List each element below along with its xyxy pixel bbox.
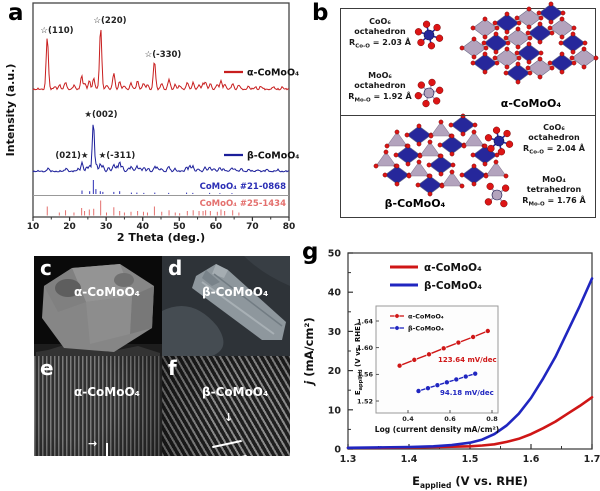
panel-f-title: β-CoMoO₄ xyxy=(202,385,269,399)
svg-text:☆(-330): ☆(-330) xyxy=(145,50,182,60)
left-arrow-icon: → xyxy=(88,437,98,450)
svg-text:10: 10 xyxy=(27,222,40,232)
lattice-fringe-mark xyxy=(217,454,247,456)
alpha-phase-label: α-CoMoO₄ xyxy=(500,97,562,110)
moo6-octahedron-caption-alpha: MoO₆ octahedron RMo-O = 1.92 Å xyxy=(348,71,412,104)
svg-text:☆(110): ☆(110) xyxy=(40,26,73,36)
svg-text:50: 50 xyxy=(328,249,342,260)
sem-beta-art xyxy=(162,256,290,356)
svg-text:1.60: 1.60 xyxy=(357,344,374,352)
coo6-octahedron-caption-alpha: CoO₆ octahedron RCo-O = 2.03 Å xyxy=(349,17,411,50)
svg-text:70: 70 xyxy=(246,222,259,232)
panel-c-label: c xyxy=(40,256,52,280)
svg-text:0.4: 0.4 xyxy=(402,415,414,423)
svg-text:★(002): ★(002) xyxy=(84,110,117,120)
svg-text:☆(220): ☆(220) xyxy=(93,16,126,26)
crystal-structure-panel: CoO₆ octahedron RCo-O = 2.03 Å MoO₆ octa… xyxy=(340,1,599,218)
svg-text:1.3: 1.3 xyxy=(340,454,357,465)
svg-text:20: 20 xyxy=(63,222,76,232)
panel-b-divider xyxy=(341,115,595,116)
svg-text:10: 10 xyxy=(328,405,342,416)
svg-text:2 Theta (deg.): 2 Theta (deg.) xyxy=(117,231,205,244)
svg-text:β-CoMoO₄: β-CoMoO₄ xyxy=(408,325,444,333)
svg-text:Eapplied (V vs. RHE): Eapplied (V vs. RHE) xyxy=(412,474,528,490)
svg-text:α-CoMoO₄: α-CoMoO₄ xyxy=(424,262,482,274)
svg-text:Intensity (a.u.): Intensity (a.u.) xyxy=(4,64,17,157)
svg-text:1.64: 1.64 xyxy=(357,317,374,325)
svg-text:60: 60 xyxy=(210,222,223,232)
lsv-chart: 1.3 1.4 1.5 1.6 1.7 0 10 20 30 40 50 Eapplied (V vs… xyxy=(302,249,600,491)
moo4-tetrahedron-caption-beta: MoO₄ tetrahedron RMo-O = 1.76 Å xyxy=(522,175,586,208)
svg-text:30: 30 xyxy=(328,327,342,338)
svg-text:1.52: 1.52 xyxy=(357,397,373,405)
svg-text:★(-311): ★(-311) xyxy=(99,151,136,161)
svg-text:1.5: 1.5 xyxy=(462,454,479,465)
svg-text:α-CoMoO₄: α-CoMoO₄ xyxy=(408,313,444,321)
svg-text:j (mA/cm²): j (mA/cm²) xyxy=(302,317,316,386)
svg-text:β-CoMoO₄: β-CoMoO₄ xyxy=(424,280,482,292)
svg-text:30: 30 xyxy=(100,222,113,232)
svg-text:(021)★: (021)★ xyxy=(55,151,89,161)
svg-text:0.6: 0.6 xyxy=(444,415,456,423)
sem-image-beta: d β-CoMoO₄ 1 μm xyxy=(162,256,290,356)
panel-d-label: d xyxy=(168,256,183,280)
svg-text:1.56: 1.56 xyxy=(357,371,374,379)
svg-text:Eapplied (V vs. RHE): Eapplied (V vs. RHE) xyxy=(354,323,364,395)
svg-text:40: 40 xyxy=(136,222,149,232)
beta-phase-label: β-CoMoO₄ xyxy=(384,197,446,210)
crystal-structure-art xyxy=(373,1,599,208)
panel-c-title: α-CoMoO₄ xyxy=(74,285,140,299)
svg-text:0: 0 xyxy=(334,445,341,456)
panel-g-label: g xyxy=(302,239,319,265)
panel-d-title: β-CoMoO₄ xyxy=(202,285,269,299)
xrd-chart: 10 20 30 40 50 60 70 80 2 Theta (deg.) Intensity … xyxy=(4,2,299,244)
svg-text:20: 20 xyxy=(328,366,342,377)
svg-text:50: 50 xyxy=(173,222,186,232)
coo6-octahedron-caption-beta: CoO₆ octahedron RCo-O = 2.04 Å xyxy=(523,123,585,156)
panel-e-title: α-CoMoO₄ xyxy=(74,385,140,399)
svg-text:α-CoMoO₄: α-CoMoO₄ xyxy=(247,68,299,79)
panel-a-label: a xyxy=(8,0,24,26)
lattice-fringe-mark xyxy=(212,439,242,449)
svg-text:80: 80 xyxy=(283,222,296,232)
sem-image-alpha: c α-CoMoO₄ 1 μm xyxy=(34,256,162,356)
svg-text:94.18 mV/dec: 94.18 mV/dec xyxy=(440,389,494,397)
svg-text:40: 40 xyxy=(328,288,342,299)
panel-b-label: b xyxy=(312,0,329,26)
svg-text:Log (current density mA/cm²): Log (current density mA/cm²) xyxy=(375,425,499,434)
tem-image-beta: f β-CoMoO₄ ↓ ↑ (002) 3.41 Å 2 nm xyxy=(162,356,290,456)
panel-f-label: f xyxy=(168,356,177,380)
svg-text:1.6: 1.6 xyxy=(523,454,540,465)
panel-e-label: e xyxy=(40,356,54,380)
down-arrow-icon: ↓ xyxy=(224,411,234,424)
svg-text:β-CoMoO₄: β-CoMoO₄ xyxy=(247,151,299,162)
svg-text:CoMoO₄ #25-1434: CoMoO₄ #25-1434 xyxy=(200,199,287,209)
svg-text:CoMoO₄ #21-0868: CoMoO₄ #21-0868 xyxy=(200,182,287,192)
svg-text:123.64 mV/dec: 123.64 mV/dec xyxy=(438,356,497,364)
micrograph-grid: c α-CoMoO₄ 1 μm d β-CoMoO₄ 1 μm e α- xyxy=(34,256,290,456)
svg-text:0.8: 0.8 xyxy=(486,415,498,423)
lattice-fringe-mark xyxy=(106,443,108,456)
svg-text:1.4: 1.4 xyxy=(401,454,418,465)
sem-alpha-art xyxy=(34,256,162,356)
svg-text:1.7: 1.7 xyxy=(584,454,600,465)
tem-image-alpha: e α-CoMoO₄ → ← (-330) 2.09 Å 2 nm xyxy=(34,356,162,456)
